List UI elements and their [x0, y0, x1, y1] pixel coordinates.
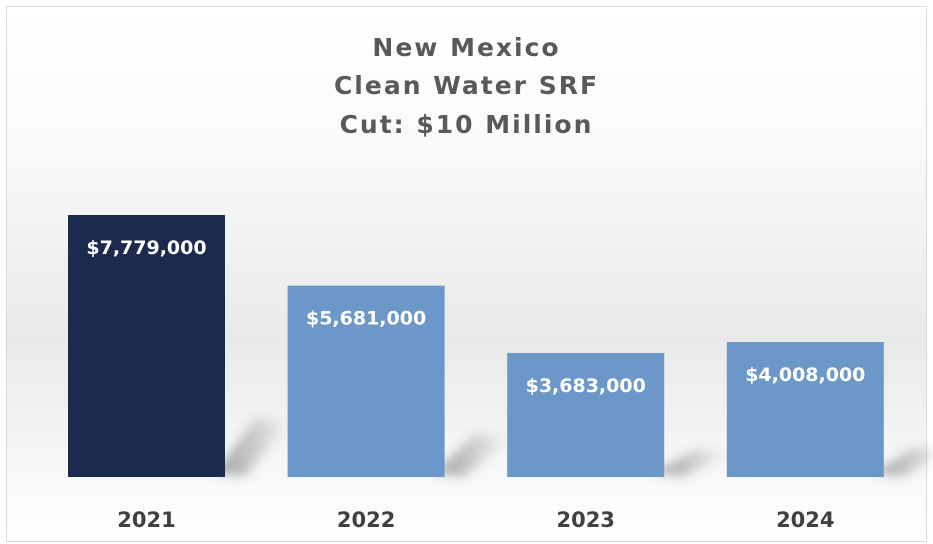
chart-title-line-2: Clean Water SRF	[333, 71, 600, 100]
data-label-2024: $4,008,000	[745, 364, 865, 386]
chart-title-line-1: New Mexico	[372, 33, 561, 62]
bar-shadow-2022	[434, 434, 509, 477]
data-label-2021: $7,779,000	[86, 237, 206, 259]
chart-title-line-3: Cut: $10 Million	[339, 110, 594, 139]
bar-2022	[287, 285, 445, 477]
category-label-2022: 2022	[337, 508, 395, 532]
category-label-2023: 2023	[556, 508, 614, 532]
data-label-2022: $5,681,000	[306, 308, 426, 330]
bar-2024	[726, 342, 884, 477]
category-label-2024: 2024	[776, 508, 834, 532]
bar-2021	[68, 215, 225, 477]
category-label-2021: 2021	[117, 508, 175, 532]
bar-shadow-2023	[654, 449, 729, 477]
data-label-2023: $3,683,000	[526, 375, 646, 397]
bar-shadow-2024	[873, 447, 933, 477]
bar-2023	[507, 352, 665, 477]
bar-shadow-2021	[215, 419, 289, 477]
